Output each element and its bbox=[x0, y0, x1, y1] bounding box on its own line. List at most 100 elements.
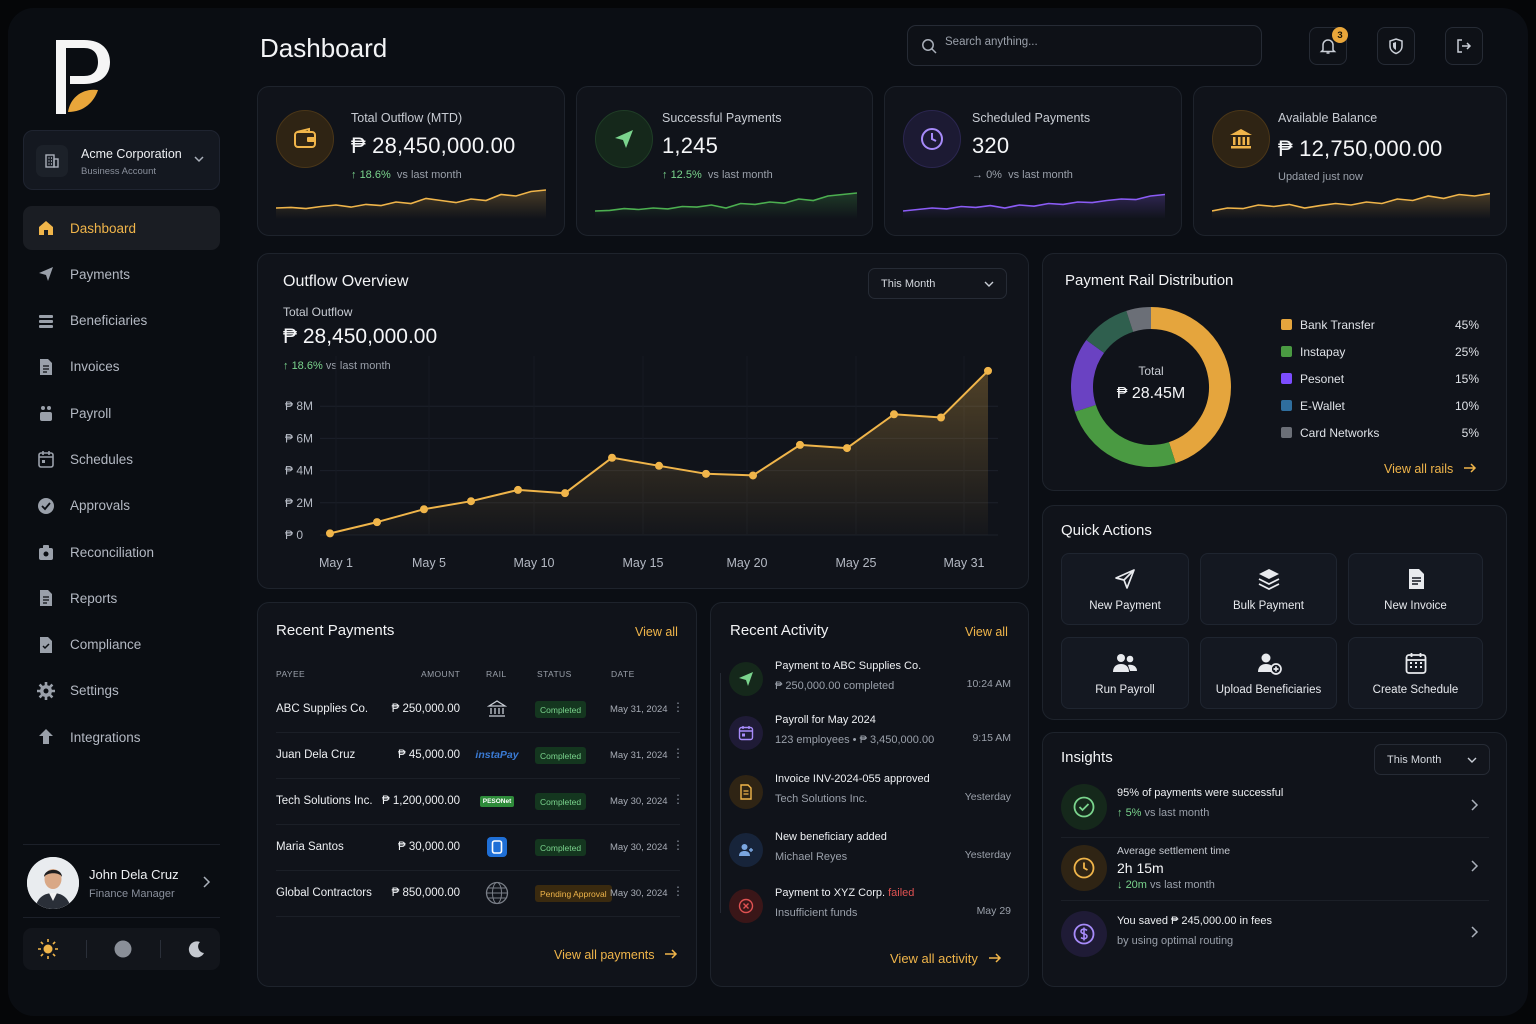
more-icon[interactable]: ⋮ bbox=[672, 838, 684, 852]
wallet-icon bbox=[276, 110, 334, 168]
user-add-icon bbox=[729, 833, 763, 867]
sidebar-item-integrations[interactable]: Integrations bbox=[23, 715, 220, 759]
activity-item[interactable]: Payment to ABC Supplies Co. ₱ 250,000.00… bbox=[729, 658, 1011, 714]
kpi-delta-text: vs last month bbox=[396, 169, 462, 181]
insight-item[interactable]: 95% of payments were successful ↑ 5% vs … bbox=[1061, 778, 1489, 838]
sidebar-item-dashboard[interactable]: Dashboard bbox=[23, 206, 220, 250]
new-payment-button[interactable]: New Payment bbox=[1061, 553, 1189, 625]
activity-item[interactable]: Payroll for May 2024 123 employees • ₱ 3… bbox=[729, 712, 1011, 768]
kpi-card-successful-payments[interactable]: Successful Payments 1,245 ↑ 12.5% vs las… bbox=[576, 86, 873, 236]
status-badge: Completed bbox=[535, 793, 587, 810]
payment-date: May 30, 2024 bbox=[610, 796, 668, 807]
sidebar-item-reports[interactable]: Reports bbox=[23, 576, 220, 620]
data-point[interactable] bbox=[514, 485, 522, 494]
donut-slice[interactable] bbox=[1086, 310, 1134, 354]
activity-item[interactable]: Invoice INV-2024-055 approved Tech Solut… bbox=[729, 771, 1011, 827]
sidebar-item-approvals[interactable]: Approvals bbox=[23, 484, 220, 528]
sidebar-item-compliance[interactable]: Compliance bbox=[23, 623, 220, 667]
insight-subtitle: ↓ 20m vs last month bbox=[1117, 879, 1215, 891]
insight-value: 2h 15m bbox=[1117, 860, 1164, 876]
insight-item[interactable]: Average settlement time 2h 15m ↓ 20m vs … bbox=[1061, 839, 1489, 901]
legend-item: Bank Transfer 45% bbox=[1281, 318, 1479, 332]
org-switcher[interactable]: Acme Corporation Business Account bbox=[23, 130, 220, 190]
sidebar-item-label: Integrations bbox=[70, 729, 141, 745]
insights-range-dropdown[interactable]: This Month bbox=[1374, 744, 1490, 775]
user-profile[interactable]: John Dela Cruz Finance Manager bbox=[23, 844, 220, 918]
table-row[interactable]: Tech Solutions Inc. ₱ 1,200,000.00 PESON… bbox=[276, 779, 684, 825]
more-icon[interactable]: ⋮ bbox=[672, 746, 684, 760]
donut-slice[interactable] bbox=[1126, 307, 1152, 332]
activity-title: Invoice INV-2024-055 approved bbox=[775, 773, 930, 785]
pesonet-logo: PESONet bbox=[479, 789, 515, 813]
kpi-delta-value: 0% bbox=[986, 169, 1002, 181]
activity-item[interactable]: New beneficiary added Michael Reyes Yest… bbox=[729, 829, 1011, 885]
sidebar-item-settings[interactable]: Settings bbox=[23, 669, 220, 713]
kpi-label: Scheduled Payments bbox=[972, 111, 1091, 125]
run-payroll-button[interactable]: Run Payroll bbox=[1061, 637, 1189, 709]
table-row[interactable]: Maria Santos ₱ 30,000.00 Completed May 3… bbox=[276, 825, 684, 871]
view-all-activity-footer-link[interactable]: View all activity bbox=[890, 951, 1002, 966]
data-point[interactable] bbox=[843, 444, 851, 453]
arrow-right-icon bbox=[1463, 463, 1476, 473]
outflow-area-chart: ₱ 0 ₱ 2M ₱ 4M ₱ 6M ₱ 8M May 1 May 5 May 10 May 1… bbox=[285, 356, 998, 570]
x-tick-label: May 10 bbox=[514, 556, 555, 570]
data-point[interactable] bbox=[937, 413, 945, 422]
brand-logo[interactable] bbox=[52, 36, 112, 116]
data-point[interactable] bbox=[702, 469, 710, 478]
activity-item[interactable]: Payment to XYZ Corp. failed Insufficient… bbox=[729, 885, 1011, 941]
logout-button[interactable] bbox=[1445, 27, 1483, 65]
kpi-card-available-balance[interactable]: Available Balance ₱ 12,750,000.00 Update… bbox=[1193, 86, 1507, 236]
data-point[interactable] bbox=[561, 489, 569, 498]
sidebar-item-invoices[interactable]: Invoices bbox=[23, 345, 220, 389]
create-schedule-button[interactable]: Create Schedule bbox=[1348, 637, 1483, 709]
data-point[interactable] bbox=[373, 518, 381, 527]
table-row[interactable]: Global Contractors ₱ 850,000.00 Pending … bbox=[276, 871, 684, 917]
payee-name: Maria Santos bbox=[276, 841, 344, 853]
data-point[interactable] bbox=[984, 366, 992, 375]
sidebar-item-reconciliation[interactable]: Reconciliation bbox=[23, 530, 220, 574]
sidebar-item-payments[interactable]: Payments bbox=[23, 252, 220, 296]
data-point[interactable] bbox=[420, 505, 428, 514]
data-point[interactable] bbox=[796, 440, 804, 449]
data-point[interactable] bbox=[890, 410, 898, 419]
data-point[interactable] bbox=[749, 471, 757, 480]
sidebar-item-schedules[interactable]: Schedules bbox=[23, 437, 220, 481]
more-icon[interactable]: ⋮ bbox=[672, 884, 684, 898]
y-tick-label: ₱ 0 bbox=[285, 528, 303, 542]
bulk-payment-button[interactable]: Bulk Payment bbox=[1200, 553, 1337, 625]
org-type: Business Account bbox=[81, 166, 156, 177]
data-point[interactable] bbox=[608, 453, 616, 462]
kpi-card-scheduled-payments[interactable]: Scheduled Payments 320 → 0% vs last mont… bbox=[884, 86, 1182, 236]
sidebar-item-payroll[interactable]: Payroll bbox=[23, 391, 220, 435]
insight-item[interactable]: You saved ₱ 245,000.00 in fees by using … bbox=[1061, 905, 1489, 965]
view-all-rails-link[interactable]: View all rails bbox=[1384, 462, 1477, 476]
view-all-activity-link[interactable]: View all bbox=[965, 625, 1008, 639]
payroll-icon bbox=[40, 406, 52, 422]
view-all-payments-footer-link[interactable]: View all payments bbox=[554, 948, 678, 962]
data-point[interactable] bbox=[655, 461, 663, 470]
kpi-card-total-outflow[interactable]: Total Outflow (MTD) ₱ 28,450,000.00 ↑ 18… bbox=[257, 86, 565, 236]
upload-beneficiaries-button[interactable]: Upload Beneficiaries bbox=[1200, 637, 1337, 709]
data-point[interactable] bbox=[467, 497, 475, 506]
table-row[interactable]: ABC Supplies Co. ₱ 250,000.00 Completed … bbox=[276, 687, 684, 733]
new-invoice-button[interactable]: New Invoice bbox=[1348, 553, 1483, 625]
outflow-range-dropdown[interactable]: This Month bbox=[868, 268, 1007, 299]
data-point[interactable] bbox=[326, 529, 334, 538]
donut-slice[interactable] bbox=[1074, 404, 1176, 467]
app-window: Acme Corporation Business Account Dashbo… bbox=[8, 8, 1528, 1016]
more-icon[interactable]: ⋮ bbox=[672, 792, 684, 806]
view-all-payments-link[interactable]: View all bbox=[635, 625, 678, 639]
donut-slice[interactable] bbox=[1071, 339, 1105, 412]
sidebar-item-beneficiaries[interactable]: Beneficiaries bbox=[23, 299, 220, 343]
search-bar[interactable] bbox=[907, 25, 1262, 66]
table-row[interactable]: Juan Dela Cruz ₱ 45,000.00 instaPay Comp… bbox=[276, 733, 684, 779]
more-icon[interactable]: ⋮ bbox=[672, 700, 684, 714]
search-input[interactable] bbox=[945, 36, 1245, 48]
sun-icon[interactable] bbox=[37, 938, 59, 960]
security-button[interactable] bbox=[1377, 27, 1415, 65]
system-theme-icon[interactable] bbox=[114, 940, 132, 958]
notifications-button[interactable]: 3 bbox=[1309, 27, 1348, 65]
donut-slice[interactable] bbox=[1150, 307, 1231, 464]
moon-icon[interactable] bbox=[188, 940, 206, 958]
kpi-sparkline bbox=[276, 189, 546, 219]
